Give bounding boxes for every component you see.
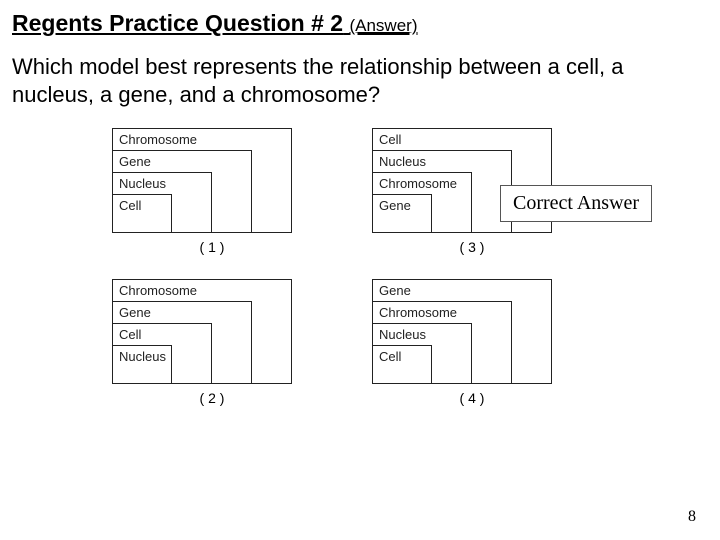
option-2: Chromosome Gene Cell Nucleus ( 2 ) <box>112 279 312 406</box>
option-1-nest: Chromosome Gene Nucleus Cell <box>112 128 312 233</box>
title-main: Regents Practice Question # 2 <box>12 10 343 36</box>
option-3-caption: ( 3 ) <box>372 239 572 255</box>
question-text: Which model best represents the relation… <box>12 53 708 108</box>
option-2-box-3: Nucleus <box>112 345 172 384</box>
title-sub: (Answer) <box>349 16 417 35</box>
option-3-box-3: Gene <box>372 194 432 233</box>
options-grid: Chromosome Gene Nucleus Cell ( 1 ) Cell … <box>112 128 708 406</box>
option-2-nest: Chromosome Gene Cell Nucleus <box>112 279 312 384</box>
option-1-caption: ( 1 ) <box>112 239 312 255</box>
option-4-nest: Gene Chromosome Nucleus Cell <box>372 279 572 384</box>
correct-answer-box: Correct Answer <box>500 185 652 222</box>
option-1: Chromosome Gene Nucleus Cell ( 1 ) <box>112 128 312 255</box>
page-number: 8 <box>688 508 696 526</box>
option-4: Gene Chromosome Nucleus Cell ( 4 ) <box>372 279 572 406</box>
diagram-area: Chromosome Gene Nucleus Cell ( 1 ) Cell … <box>12 128 708 406</box>
option-2-caption: ( 2 ) <box>112 390 312 406</box>
option-4-box-3: Cell <box>372 345 432 384</box>
option-4-caption: ( 4 ) <box>372 390 572 406</box>
page-title: Regents Practice Question # 2 (Answer) <box>12 10 708 37</box>
option-1-box-3: Cell <box>112 194 172 233</box>
